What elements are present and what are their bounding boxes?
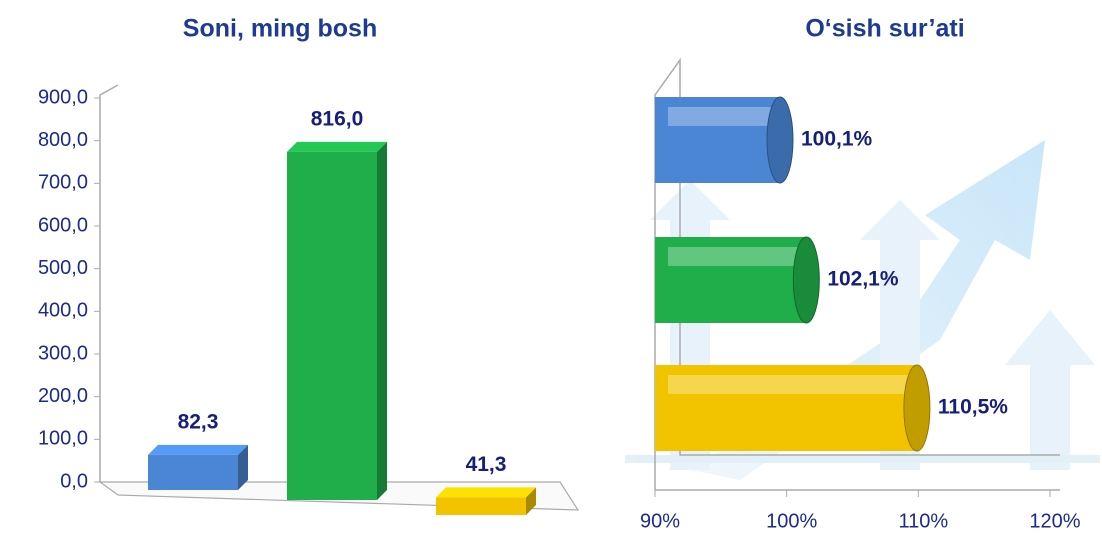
y-tick-label: 600,0 bbox=[38, 214, 88, 236]
right-chart: O‘sish sur’ati 90% 100% 110% 120% 100,1% 102,… bbox=[640, 15, 1081, 533]
bar-highlight bbox=[668, 375, 915, 394]
bar-left-cap bbox=[655, 237, 681, 323]
bar-highlight bbox=[668, 107, 778, 126]
bar bbox=[436, 497, 526, 515]
value-label: 110,5% bbox=[938, 396, 1008, 419]
y-tick-label: 700,0 bbox=[38, 172, 88, 194]
y-tick-label: 200,0 bbox=[38, 385, 88, 407]
bar-side bbox=[238, 444, 248, 490]
bar-end-cap bbox=[903, 364, 931, 452]
bar bbox=[655, 365, 917, 451]
chart-title: O‘sish sur’ati bbox=[805, 15, 964, 43]
chart-title: Soni, ming bosh bbox=[183, 15, 377, 43]
x-tick-label: 110% bbox=[898, 510, 948, 532]
bar-side bbox=[526, 487, 536, 515]
value-label: 41,3 bbox=[466, 453, 507, 476]
y-tick-label: 900,0 bbox=[38, 86, 88, 108]
y-tick-label: 300,0 bbox=[38, 342, 88, 364]
bar-end-cap bbox=[792, 236, 820, 324]
value-label: 100,1% bbox=[801, 128, 873, 151]
left-chart: Soni, ming bosh 0,0 100,0 200,0 300,0 400,0 5… bbox=[38, 15, 580, 515]
bar-side bbox=[377, 141, 387, 500]
axis-wall bbox=[654, 57, 1060, 490]
bar-left-cap bbox=[655, 97, 681, 183]
value-label: 102,1% bbox=[827, 268, 899, 291]
bar bbox=[287, 151, 377, 500]
x-tick-label: 90% bbox=[640, 510, 680, 532]
bar-top bbox=[148, 444, 248, 455]
y-tick-label: 100,0 bbox=[38, 428, 88, 450]
y-tick-label: 500,0 bbox=[38, 257, 88, 279]
bar-left-cap bbox=[655, 365, 681, 451]
x-tick-label: 120% bbox=[1029, 510, 1080, 532]
bar-top bbox=[436, 487, 536, 498]
bar-highlight bbox=[668, 247, 805, 266]
x-tick-label: 100% bbox=[766, 510, 817, 532]
bar-end-cap bbox=[766, 96, 794, 184]
bar bbox=[148, 454, 238, 490]
y-tick-label: 400,0 bbox=[38, 300, 88, 322]
y-tick-label: 800,0 bbox=[38, 129, 88, 151]
value-label: 82,3 bbox=[178, 410, 219, 433]
y-tick-label: 0,0 bbox=[60, 470, 88, 492]
value-label: 816,0 bbox=[311, 107, 364, 130]
bar-top bbox=[287, 141, 387, 152]
axis-wall bbox=[99, 84, 119, 482]
